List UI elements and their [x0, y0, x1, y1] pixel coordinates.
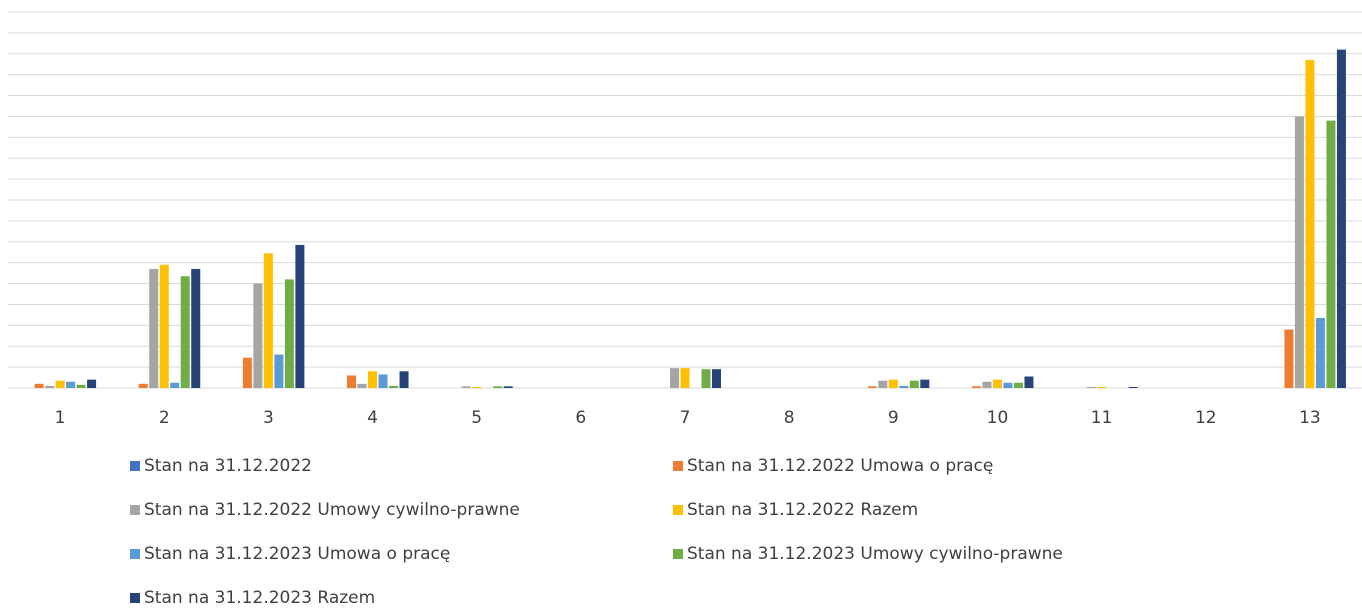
x-tick-label: 7	[680, 408, 691, 428]
bar	[263, 253, 273, 388]
x-tick-label: 11	[1091, 408, 1113, 428]
bar	[149, 268, 159, 388]
bar	[76, 384, 86, 388]
bar	[867, 386, 877, 388]
legend-label: Stan na 31.12.2022 Umowa o pracę	[687, 456, 993, 476]
bar	[1086, 386, 1096, 388]
bar	[503, 386, 513, 388]
bar	[1097, 386, 1107, 388]
bar	[368, 371, 378, 388]
x-tick-label: 5	[471, 408, 482, 428]
bar	[66, 381, 76, 388]
bar	[399, 371, 409, 388]
legend-label: Stan na 31.12.2022	[144, 456, 312, 476]
bar	[1305, 60, 1315, 389]
bar	[680, 368, 690, 388]
bar	[878, 380, 888, 388]
bar	[55, 380, 65, 388]
bar	[274, 354, 284, 388]
x-tick-label: 10	[987, 408, 1009, 428]
bar	[389, 385, 399, 388]
bar	[461, 386, 471, 388]
bar	[971, 386, 981, 388]
bar	[180, 276, 190, 388]
x-tick-label: 13	[1299, 408, 1321, 428]
bar	[191, 268, 201, 388]
bar	[170, 382, 180, 388]
bar	[982, 381, 992, 388]
x-tick-label: 3	[263, 408, 274, 428]
bar	[34, 383, 44, 388]
bar	[909, 380, 919, 388]
bar	[295, 244, 305, 388]
bar	[253, 283, 263, 388]
legend-swatch	[130, 593, 140, 603]
x-tick-label: 12	[1195, 408, 1217, 428]
x-tick-label: 6	[575, 408, 586, 428]
bar	[1326, 120, 1336, 388]
bar	[357, 383, 367, 388]
bar	[670, 368, 679, 388]
bar	[1294, 116, 1304, 388]
bar	[378, 374, 388, 388]
bar	[888, 379, 898, 388]
bar	[347, 375, 357, 388]
x-tick-label: 4	[367, 408, 378, 428]
legend-label: Stan na 31.12.2022 Razem	[687, 500, 918, 520]
x-tick-label: 2	[159, 408, 170, 428]
bar	[1284, 329, 1294, 388]
bar	[920, 379, 930, 388]
x-tick-label: 9	[888, 408, 899, 428]
bar	[701, 369, 711, 388]
bar	[1003, 382, 1013, 388]
bar	[1128, 386, 1138, 388]
bar	[899, 385, 909, 388]
bar	[87, 379, 97, 388]
bar	[1315, 318, 1325, 388]
legend-swatch	[673, 505, 683, 515]
bar	[138, 383, 148, 388]
bar	[1024, 376, 1034, 388]
bar	[284, 279, 294, 388]
legend-label: Stan na 31.12.2023 Umowy cywilno-prawne	[687, 544, 1063, 564]
x-tick-label: 1	[55, 408, 66, 428]
bar	[493, 386, 503, 388]
legend-swatch	[130, 549, 140, 559]
bar	[712, 369, 721, 388]
bar	[242, 357, 252, 388]
bar	[1336, 49, 1346, 388]
legend-label: Stan na 31.12.2022 Umowy cywilno-prawne	[144, 500, 520, 520]
legend-swatch	[673, 461, 683, 471]
bar	[1013, 382, 1023, 388]
bar	[45, 385, 55, 388]
legend-swatch	[130, 505, 140, 515]
legend-label: Stan na 31.12.2023 Umowa o pracę	[144, 544, 450, 564]
x-tick-label: 8	[784, 408, 795, 428]
legend-label: Stan na 31.12.2023 Razem	[144, 588, 375, 608]
legend-swatch	[130, 461, 140, 471]
bar	[159, 264, 169, 388]
bar	[472, 386, 482, 388]
bar	[992, 379, 1002, 388]
legend-swatch	[673, 549, 683, 559]
